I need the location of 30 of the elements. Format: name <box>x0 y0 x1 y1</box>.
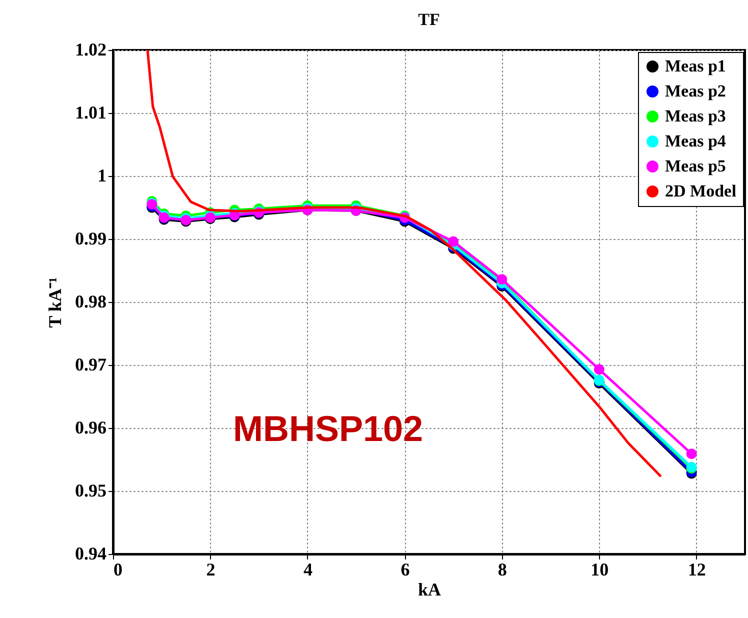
y-tick-label: 0.94 <box>75 544 106 564</box>
y-axis-title: T kA⁻¹ <box>45 277 65 328</box>
x-tick-label: 10 <box>590 560 609 580</box>
point <box>686 448 697 460</box>
y-tick-label: 0.98 <box>75 292 106 312</box>
x-tick-label: 8 <box>498 560 507 580</box>
x-tick-label: 6 <box>400 560 410 580</box>
legend-label: Meas p4 <box>665 132 726 150</box>
x-tick-label: 2 <box>206 560 216 580</box>
point <box>594 364 604 375</box>
legend-label: Meas p2 <box>665 82 726 100</box>
y-tick-label: 1.01 <box>75 102 106 122</box>
y-tick-label: 0.95 <box>75 480 106 500</box>
legend-label: 2D Model <box>665 182 737 200</box>
y-tick-label: 0.96 <box>75 418 106 438</box>
y-tick-label: 1 <box>98 166 106 186</box>
annotation: MBHSP102 <box>233 408 424 449</box>
y-tick-label: 1.02 <box>75 40 106 60</box>
chart-title: TF <box>418 10 440 29</box>
y-tick-label: 0.97 <box>75 354 106 374</box>
legend-label: Meas p3 <box>665 106 726 126</box>
legend-label: Meas p1 <box>665 56 726 76</box>
x-tick-label: 4 <box>303 560 312 580</box>
x-tick-label: 12 <box>688 560 706 580</box>
legend-label: Meas p5 <box>665 156 726 176</box>
y-tick-label: 0.99 <box>75 228 106 248</box>
line-series <box>146 50 662 478</box>
x-tick-label: 0 <box>114 560 122 580</box>
point <box>496 274 508 285</box>
x-axis-title: kA <box>418 580 442 600</box>
